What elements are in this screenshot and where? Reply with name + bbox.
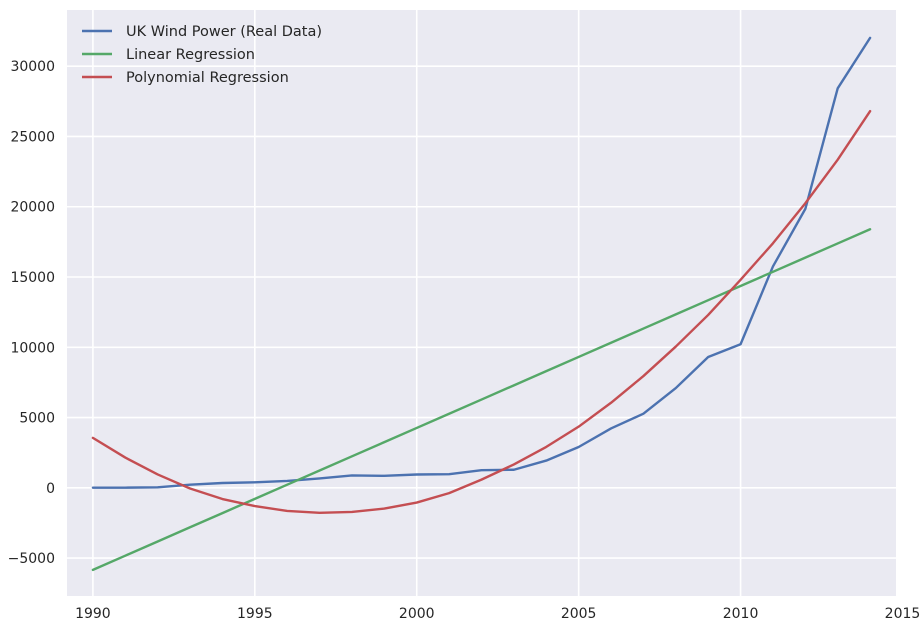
- tick-labels: 1990 1995 2000 2005 2010 2015 −5000 0 5000 10000 1…: [8, 59, 921, 622]
- y-tick-label: 10000: [10, 340, 55, 356]
- series-lines: [91, 36, 872, 572]
- x-tick-label: 2000: [399, 606, 435, 622]
- y-tick-label: 0: [46, 481, 55, 497]
- x-tick-label: 2005: [561, 606, 597, 622]
- legend: UK Wind Power (Real Data) Linear Regressi…: [82, 24, 322, 86]
- x-tick-label: 1990: [75, 606, 111, 622]
- y-tick-label: 30000: [10, 59, 55, 75]
- y-tick-label: 15000: [10, 270, 55, 286]
- x-tick-label: 2010: [723, 606, 759, 622]
- y-tick-label: 5000: [19, 411, 55, 427]
- plot-background: [67, 10, 896, 596]
- series-line-1: [91, 36, 872, 489]
- legend-label: UK Wind Power (Real Data): [126, 24, 322, 40]
- legend-label: Linear Regression: [126, 47, 255, 63]
- y-tick-label: −5000: [8, 551, 55, 567]
- series-line-3: [91, 109, 872, 515]
- y-tick-label: 20000: [10, 200, 55, 216]
- series-line-2: [91, 228, 872, 572]
- legend-label: Polynomial Regression: [126, 70, 289, 86]
- x-tick-label: 2015: [885, 606, 921, 622]
- grid: [67, 10, 904, 596]
- x-tick-label: 1995: [237, 606, 273, 622]
- y-tick-label: 25000: [10, 129, 55, 145]
